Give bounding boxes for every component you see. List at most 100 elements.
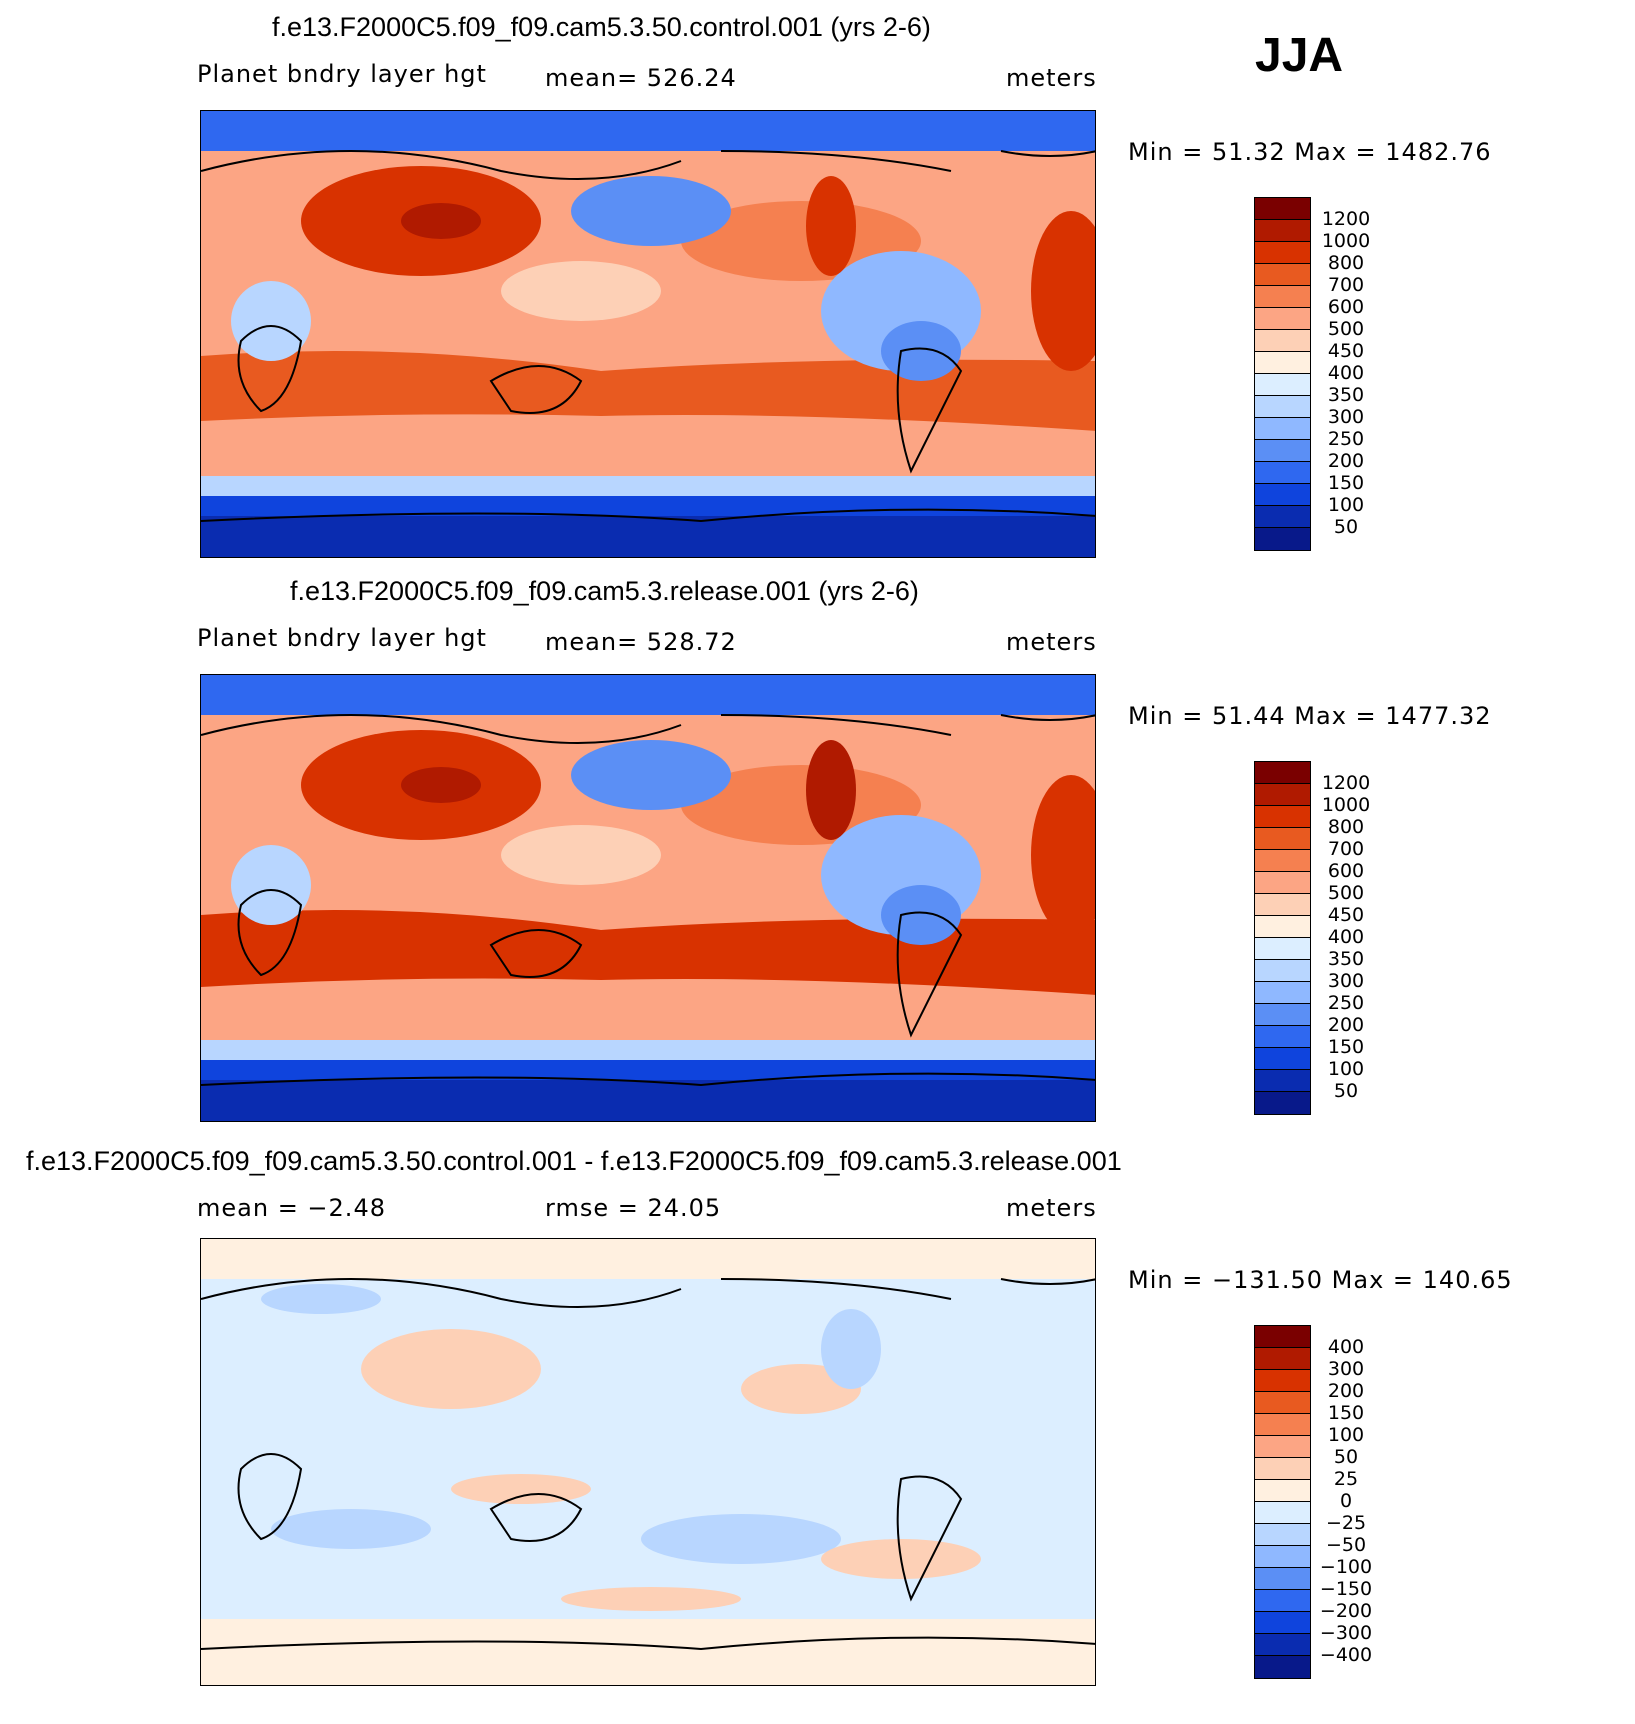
colorbar-segment (1255, 1458, 1310, 1480)
colorbar-tick-label: 0 (1339, 1490, 1353, 1512)
colorbar-tick-label: 100 (1327, 1058, 1365, 1080)
map-release (200, 674, 1096, 1122)
colorbar-segment (1255, 762, 1310, 784)
map-field (201, 111, 1095, 557)
map-difference (200, 1238, 1096, 1686)
colorbar-tick-label: 100 (1327, 494, 1365, 516)
colorbar-segment (1255, 528, 1310, 550)
mean-label: mean = −2.48 (197, 1194, 386, 1222)
units-label: meters (1006, 628, 1097, 656)
colorbar-tick-label: 200 (1327, 1380, 1365, 1402)
colorbar-tick-label: 50 (1333, 1080, 1359, 1102)
colorbar-tick-label: 150 (1327, 1402, 1365, 1424)
colorbar-tick-label: 50 (1333, 1446, 1359, 1468)
colorbar-segment (1255, 1612, 1310, 1634)
colorbar-segment (1255, 1546, 1310, 1568)
variable-label: Planet bndry layer hgt (197, 624, 487, 652)
colorbar-segment (1255, 440, 1310, 462)
colorbar-segment (1255, 352, 1310, 374)
map-control (200, 110, 1096, 558)
colorbar-segment (1255, 374, 1310, 396)
colorbar-tick-label: 350 (1327, 948, 1365, 970)
map-field (201, 675, 1095, 1121)
colorbar-tick-label: 1000 (1321, 230, 1371, 252)
colorbar-segment (1255, 396, 1310, 418)
colorbar-tick-label: 400 (1327, 362, 1365, 384)
colorbar-segment (1255, 484, 1310, 506)
colorbar-segment (1255, 1326, 1310, 1348)
colorbar-segment (1255, 1656, 1310, 1678)
colorbar-segment (1255, 242, 1310, 264)
colorbar-tick-label: −100 (1319, 1556, 1373, 1578)
colorbar-segment (1255, 1092, 1310, 1114)
colorbar-tick-label: 450 (1327, 340, 1365, 362)
colorbar-segment (1255, 982, 1310, 1004)
colorbar-tick-label: −300 (1319, 1622, 1373, 1644)
units-label: meters (1006, 1194, 1097, 1222)
colorbar-segment (1255, 828, 1310, 850)
colorbar-segment (1255, 850, 1310, 872)
colorbar-tick-label: 800 (1327, 816, 1365, 838)
colorbar-tick-label: 300 (1327, 970, 1365, 992)
colorbar-segment (1255, 1480, 1310, 1502)
colorbar-segment (1255, 264, 1310, 286)
mean-label: mean= 528.72 (545, 628, 737, 656)
colorbar-segment (1255, 1502, 1310, 1524)
colorbar-segment (1255, 1048, 1310, 1070)
colorbar-segment (1255, 1524, 1310, 1546)
colorbar-segment (1255, 806, 1310, 828)
colorbar-segment (1255, 220, 1310, 242)
colorbar-tick-label: 250 (1327, 428, 1365, 450)
colorbar-segment (1255, 462, 1310, 484)
colorbar-segment (1255, 894, 1310, 916)
colorbar-tick-label: 1200 (1321, 772, 1371, 794)
panel-title: f.e13.F2000C5.f09_f09.cam5.3.release.001… (290, 576, 919, 606)
season-label: JJA (1255, 29, 1344, 82)
colorbar-tick-label: 300 (1327, 1358, 1365, 1380)
variable-label: Planet bndry layer hgt (197, 60, 487, 88)
colorbar-release (1254, 761, 1311, 1115)
colorbar-tick-label: 700 (1327, 838, 1365, 860)
colorbar-tick-label: −25 (1325, 1512, 1367, 1534)
colorbar-segment (1255, 938, 1310, 960)
colorbar-segment (1255, 872, 1310, 894)
colorbar-tick-label: 700 (1327, 274, 1365, 296)
colorbar-segment (1255, 308, 1310, 330)
colorbar-tick-label: 400 (1327, 1336, 1365, 1358)
colorbar-tick-label: 450 (1327, 904, 1365, 926)
colorbar-segment (1255, 1392, 1310, 1414)
colorbar-tick-label: −50 (1325, 1534, 1367, 1556)
colorbar-segment (1255, 506, 1310, 528)
colorbar-segment (1255, 1070, 1310, 1092)
colorbar-tick-label: 25 (1333, 1468, 1359, 1490)
map-field (201, 1239, 1095, 1685)
colorbar-tick-label: 800 (1327, 252, 1365, 274)
colorbar-tick-label: 50 (1333, 516, 1359, 538)
colorbar-segment (1255, 198, 1310, 220)
colorbar-tick-label: 500 (1327, 882, 1365, 904)
colorbar-difference (1254, 1325, 1311, 1679)
colorbar-tick-label: 1000 (1321, 794, 1371, 816)
min-max-label: Min = 51.44 Max = 1477.32 (1128, 702, 1492, 730)
colorbar-segment (1255, 330, 1310, 352)
colorbar-tick-label: 150 (1327, 472, 1365, 494)
colorbar-segment (1255, 286, 1310, 308)
colorbar-tick-label: 150 (1327, 1036, 1365, 1058)
colorbar-tick-label: 100 (1327, 1424, 1365, 1446)
min-max-label: Min = 51.32 Max = 1482.76 (1128, 138, 1492, 166)
colorbar-segment (1255, 418, 1310, 440)
colorbar-segment (1255, 784, 1310, 806)
colorbar-segment (1255, 1590, 1310, 1612)
colorbar-control (1254, 197, 1311, 551)
panel-title: f.e13.F2000C5.f09_f09.cam5.3.50.control.… (272, 12, 931, 42)
colorbar-tick-label: 400 (1327, 926, 1365, 948)
min-max-label: Min = −131.50 Max = 140.65 (1128, 1266, 1513, 1294)
units-label: meters (1006, 64, 1097, 92)
rmse-label: rmse = 24.05 (545, 1194, 722, 1222)
panel-title: f.e13.F2000C5.f09_f09.cam5.3.50.control.… (26, 1146, 1122, 1176)
colorbar-segment (1255, 1004, 1310, 1026)
mean-label: mean= 526.24 (545, 64, 737, 92)
colorbar-segment (1255, 1568, 1310, 1590)
colorbar-tick-label: 600 (1327, 296, 1365, 318)
colorbar-tick-label: 1200 (1321, 208, 1371, 230)
